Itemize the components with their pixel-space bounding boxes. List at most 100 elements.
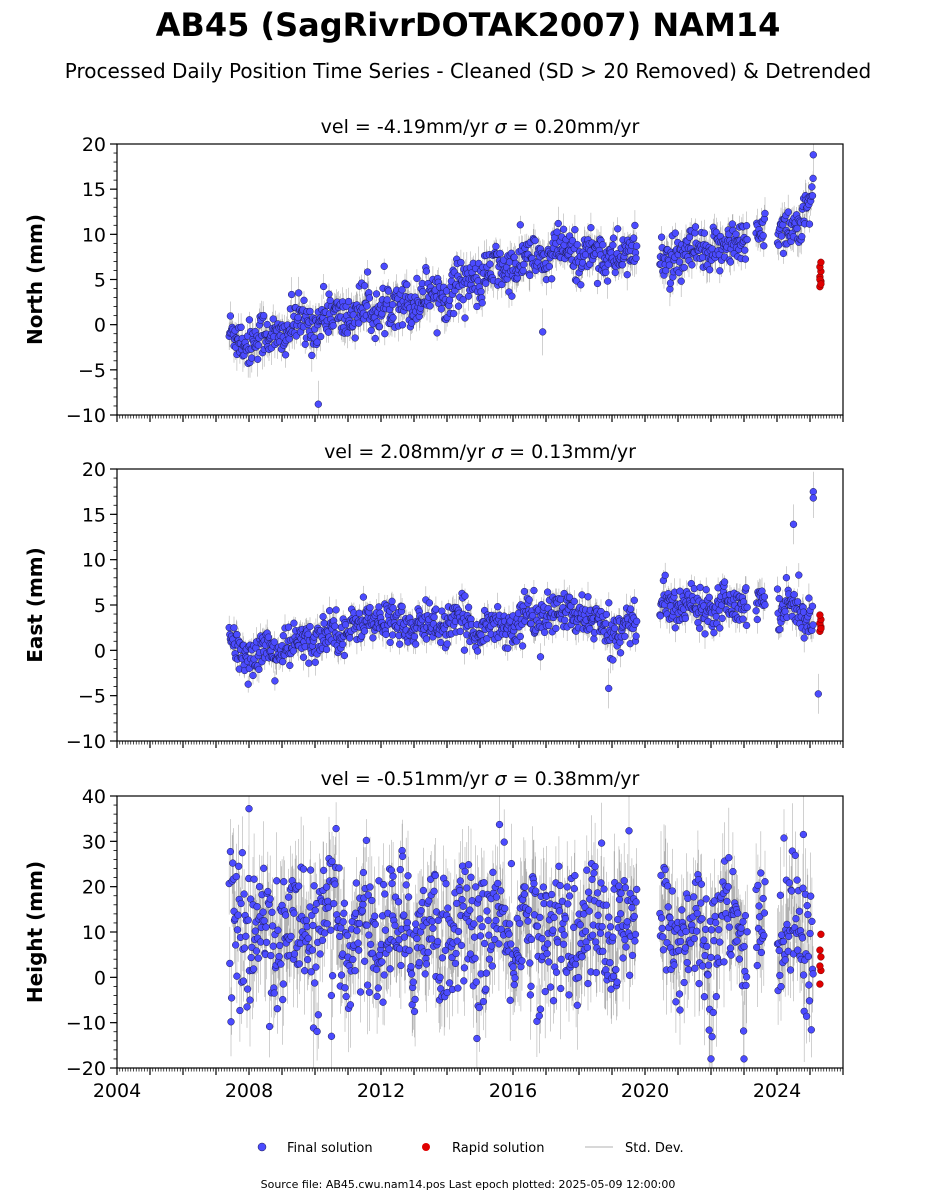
data-point bbox=[740, 1055, 748, 1063]
data-point bbox=[576, 921, 584, 929]
data-point bbox=[552, 624, 560, 633]
data-point bbox=[658, 924, 666, 933]
data-point bbox=[467, 873, 475, 881]
data-point bbox=[461, 592, 469, 600]
data-point bbox=[323, 920, 331, 928]
data-point bbox=[437, 305, 445, 313]
data-point bbox=[270, 638, 278, 646]
rapid-point bbox=[817, 280, 825, 288]
data-point bbox=[543, 940, 552, 948]
data-point bbox=[476, 915, 484, 923]
x-tick-label: 2016 bbox=[489, 1080, 537, 1102]
data-point bbox=[659, 946, 668, 954]
data-point bbox=[363, 268, 372, 276]
panel-subtitle: vel = -4.19mm/yr σ = 0.20mm/yr bbox=[321, 116, 640, 138]
data-point bbox=[247, 953, 255, 962]
data-point bbox=[505, 930, 513, 938]
data-point bbox=[742, 621, 751, 630]
data-point bbox=[521, 883, 529, 891]
data-point bbox=[743, 603, 751, 611]
data-point bbox=[795, 907, 804, 915]
data-point bbox=[454, 302, 463, 310]
data-point bbox=[790, 590, 798, 599]
rapid-solution-points bbox=[816, 930, 825, 988]
data-point bbox=[753, 961, 761, 970]
y-tick-label: 10 bbox=[82, 550, 106, 572]
final-solution-points bbox=[225, 488, 822, 698]
data-point bbox=[741, 911, 750, 920]
data-point bbox=[230, 624, 238, 632]
data-point bbox=[605, 684, 613, 693]
data-point bbox=[657, 914, 666, 922]
data-point bbox=[598, 923, 606, 931]
data-point bbox=[672, 998, 680, 1006]
x-tick-label: 2008 bbox=[225, 1080, 273, 1102]
y-tick-label: 15 bbox=[82, 179, 106, 201]
data-point bbox=[628, 904, 636, 912]
data-point bbox=[621, 632, 629, 641]
data-point bbox=[571, 871, 579, 880]
panel-sigma-text: = 0.13mm/yr bbox=[503, 441, 636, 463]
data-point bbox=[621, 884, 630, 892]
data-point bbox=[516, 632, 524, 641]
data-point bbox=[236, 1006, 244, 1015]
data-point bbox=[304, 934, 312, 942]
data-point bbox=[495, 820, 504, 829]
data-point bbox=[482, 969, 491, 977]
data-point bbox=[613, 978, 621, 986]
data-point bbox=[368, 896, 376, 905]
data-point bbox=[792, 915, 800, 923]
data-point bbox=[716, 624, 724, 632]
data-point bbox=[398, 602, 406, 611]
data-point bbox=[342, 992, 350, 1001]
data-point bbox=[557, 955, 565, 963]
data-point bbox=[339, 918, 347, 926]
data-point bbox=[344, 297, 353, 306]
data-point bbox=[536, 653, 545, 661]
data-point bbox=[657, 871, 665, 880]
data-point bbox=[410, 632, 419, 641]
data-point bbox=[712, 919, 720, 927]
data-point bbox=[287, 290, 296, 299]
data-point bbox=[380, 262, 388, 270]
data-point bbox=[560, 931, 568, 939]
data-point bbox=[312, 963, 320, 971]
data-point bbox=[630, 596, 638, 604]
data-point bbox=[464, 292, 473, 300]
data-point bbox=[483, 907, 491, 915]
data-point bbox=[252, 947, 261, 955]
data-point bbox=[243, 1003, 251, 1011]
sigma-symbol: σ bbox=[495, 768, 508, 790]
data-point bbox=[329, 322, 337, 330]
data-point bbox=[570, 597, 578, 606]
data-point bbox=[355, 946, 363, 954]
data-point bbox=[322, 883, 331, 891]
panel-subtitle: vel = 2.08mm/yr σ = 0.13mm/yr bbox=[324, 441, 636, 463]
data-point bbox=[268, 922, 277, 930]
data-point bbox=[793, 224, 801, 233]
rapid-point bbox=[816, 962, 824, 970]
data-point bbox=[396, 640, 404, 648]
data-point bbox=[807, 1026, 815, 1034]
data-point bbox=[511, 974, 519, 982]
data-point bbox=[413, 274, 421, 283]
data-point bbox=[554, 219, 562, 228]
data-point bbox=[343, 931, 352, 940]
data-point bbox=[805, 594, 813, 602]
data-point bbox=[809, 970, 817, 978]
data-point bbox=[798, 934, 807, 942]
data-point bbox=[489, 868, 497, 876]
data-point bbox=[632, 632, 640, 640]
data-point bbox=[325, 607, 334, 615]
data-point bbox=[389, 604, 397, 612]
data-point bbox=[364, 891, 372, 899]
data-point bbox=[450, 309, 458, 318]
data-point bbox=[723, 897, 731, 906]
data-point bbox=[691, 229, 699, 237]
data-point bbox=[593, 889, 602, 897]
x-tick-label: 2012 bbox=[357, 1080, 405, 1102]
data-point bbox=[262, 938, 271, 947]
data-point bbox=[381, 926, 390, 934]
data-point bbox=[785, 879, 793, 887]
data-point bbox=[303, 955, 312, 964]
